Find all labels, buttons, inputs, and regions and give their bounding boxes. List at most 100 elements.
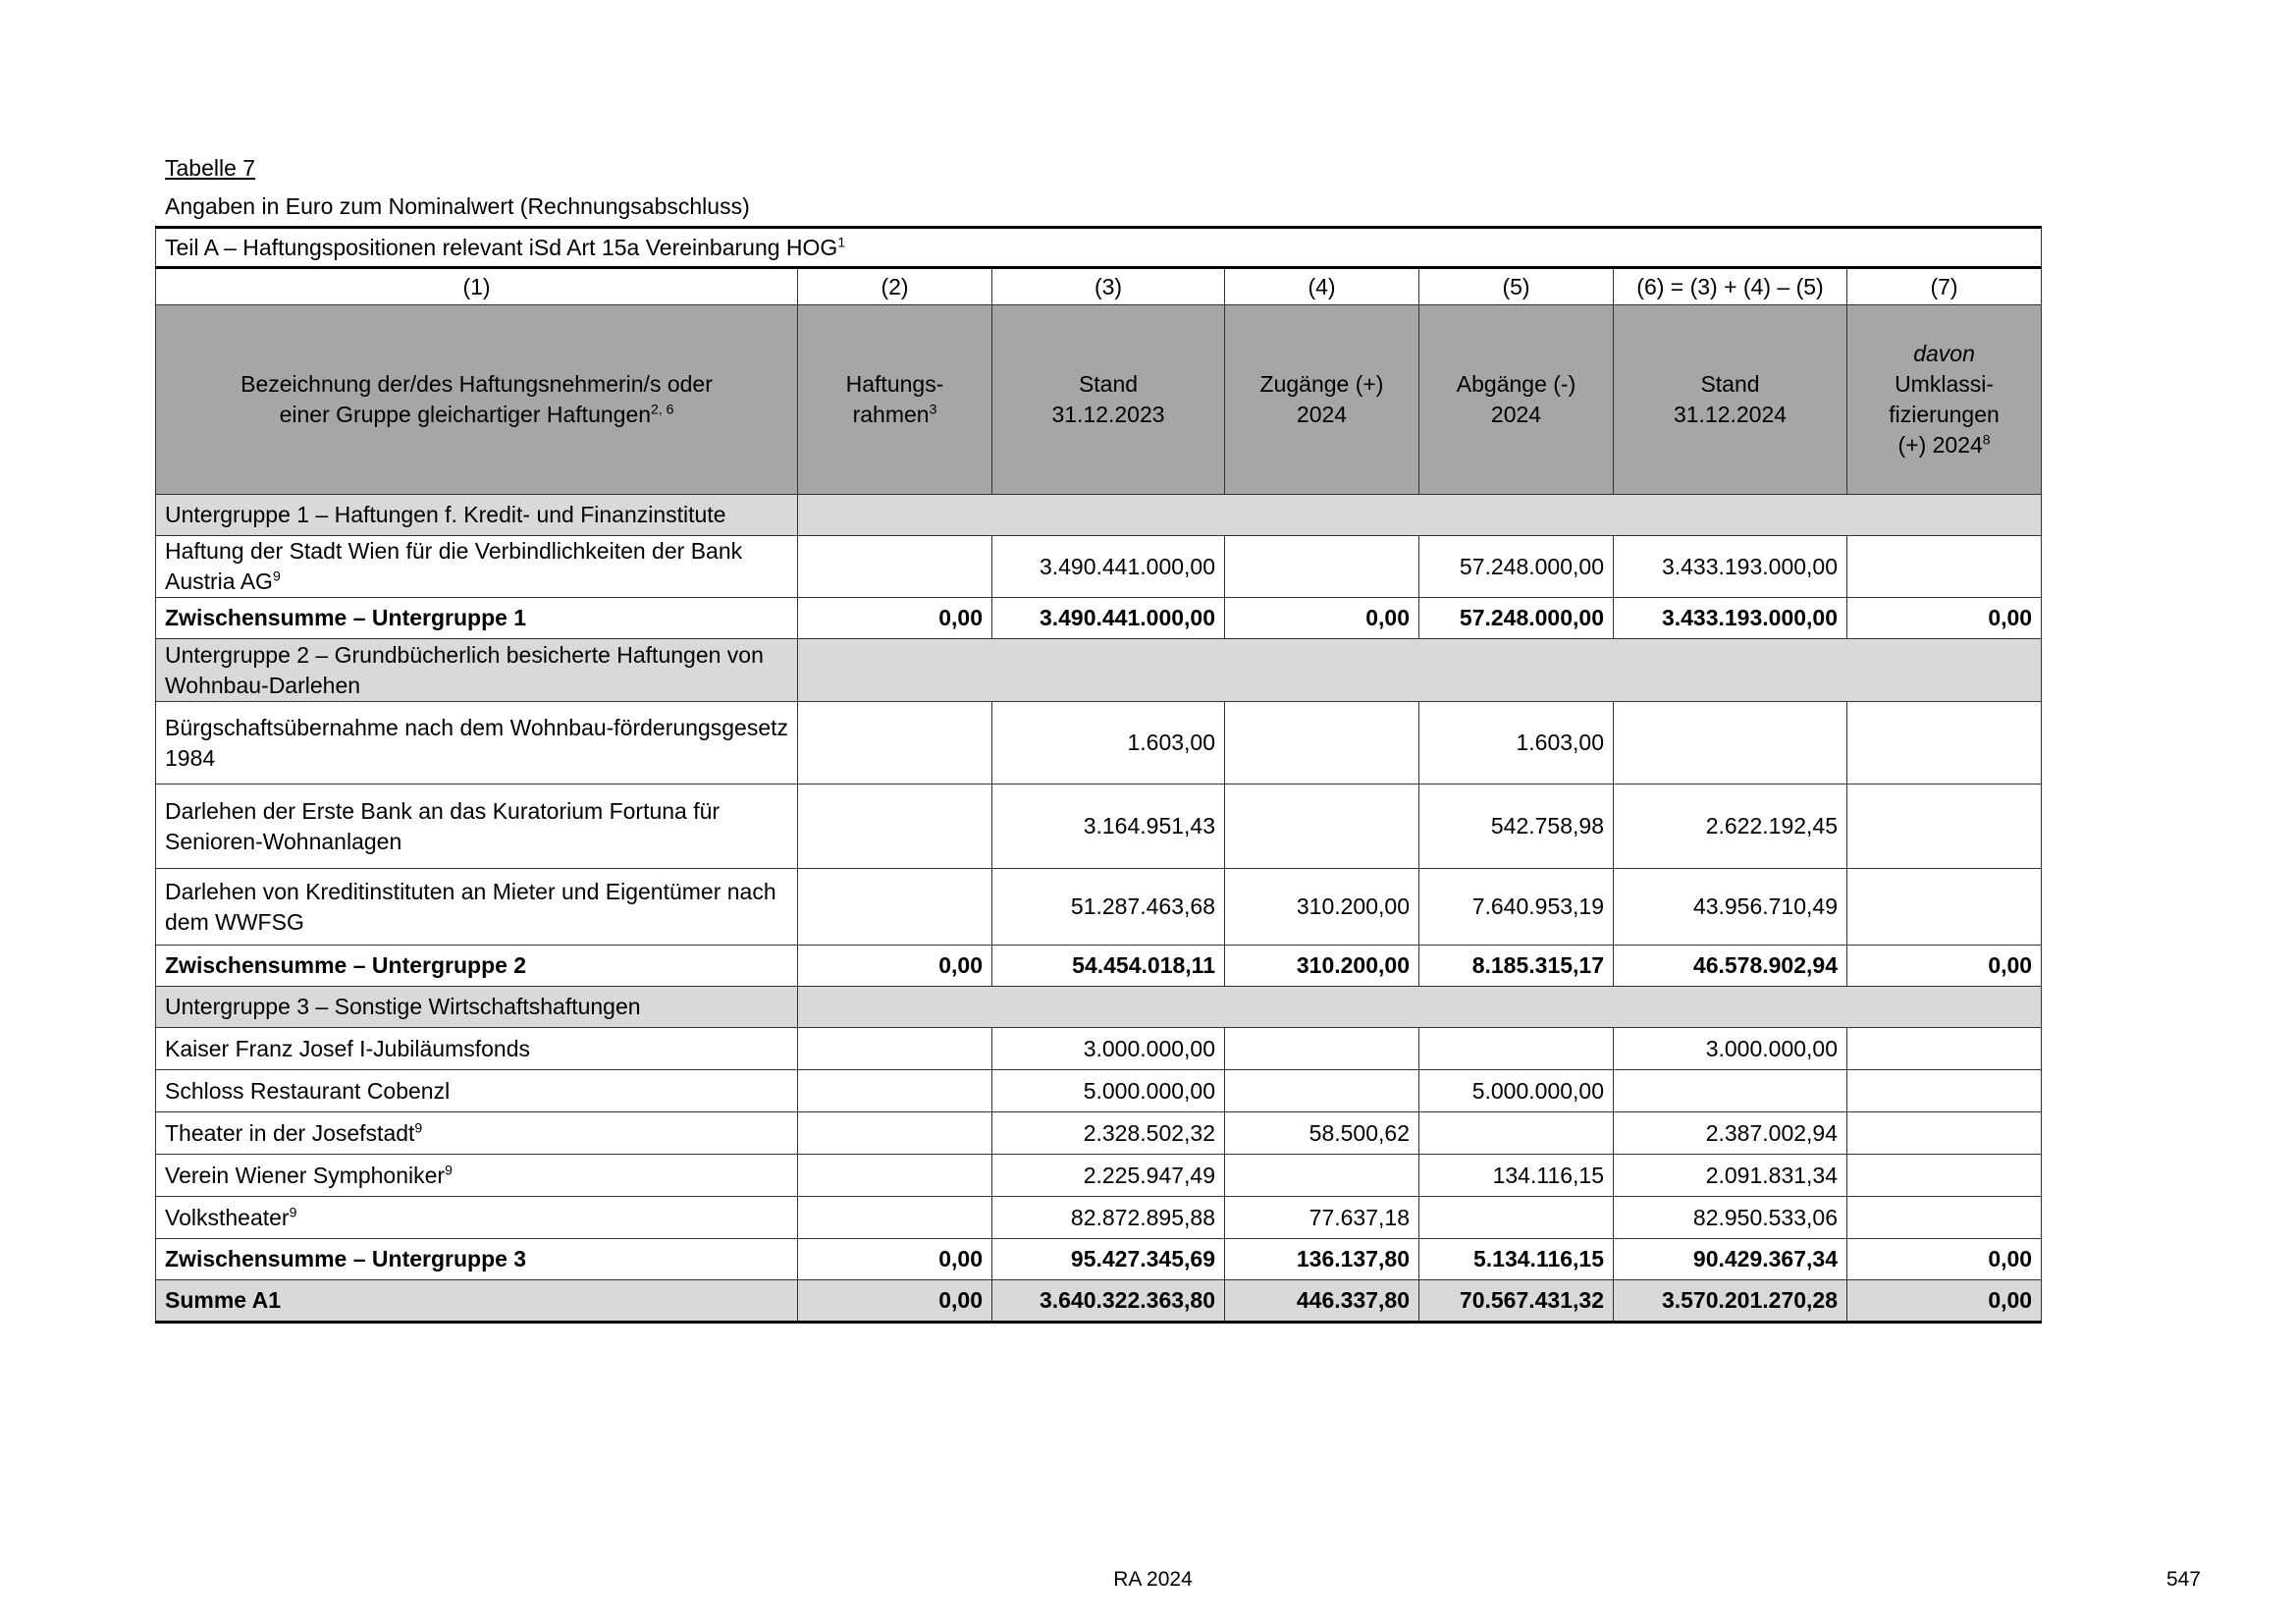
header-line: 31.12.2023: [1051, 402, 1165, 427]
value-cell: 54.454.018,11: [991, 945, 1225, 987]
row-label-text: Zwischensumme – Untergruppe 2: [165, 952, 527, 978]
header-line: fizierungen: [1889, 402, 2000, 427]
value-cell: [1845, 1154, 2043, 1197]
value-cell: [1613, 1069, 1847, 1112]
value-cell: [1845, 784, 2043, 869]
row-label-text: Summe A1: [165, 1287, 282, 1313]
row-label-text: Untergruppe 3 – Sonstige Wirtschaftshaft…: [165, 994, 641, 1019]
value-cell: 3.490.441.000,00: [991, 535, 1225, 598]
value-cell: 5.000.000,00: [1418, 1069, 1614, 1112]
header-line: Abgänge (-): [1456, 371, 1576, 397]
value-cell: 8.185.315,17: [1418, 945, 1614, 987]
value-cell: 310.200,00: [1224, 945, 1419, 987]
header-line: Stand: [1078, 371, 1139, 397]
header-line: Umklassi-: [1895, 371, 1995, 397]
row-label: Darlehen von Kreditinstituten an Mieter …: [155, 868, 798, 946]
column-header: Abgänge (-) 2024: [1418, 304, 1614, 495]
column-header: Bezeichnung der/des Haftungsnehmerin/s o…: [155, 304, 798, 495]
value-cell: 46.578.902,94: [1613, 945, 1847, 987]
value-cell: 0,00: [1845, 1238, 2043, 1280]
row-label-text: Zwischensumme – Untergruppe 1: [165, 605, 527, 630]
value-cell: 0,00: [1845, 945, 2043, 987]
row-label: Untergruppe 3 – Sonstige Wirtschaftshaft…: [155, 986, 798, 1028]
value-cell: [797, 784, 992, 869]
value-cell: [797, 535, 992, 598]
row-label: Volkstheater9: [155, 1196, 798, 1239]
column-number-row: (1) (2) (3) (4) (5) (6) = (3) + (4) – (5) (7): [155, 266, 2043, 305]
item-row: Kaiser Franz Josef I-Jubiläumsfonds 3.000…: [155, 1027, 2043, 1070]
column-number: (3): [991, 266, 1225, 305]
teil-text: Teil A – Haftungspositionen relevant iSd…: [165, 234, 838, 260]
header-line: Stand: [1700, 371, 1760, 397]
row-label: Untergruppe 1 – Haftungen f. Kredit- und…: [155, 494, 798, 536]
column-header: Stand 31.12.2023: [991, 304, 1225, 495]
header-line: Bezeichnung der/des Haftungsnehmerin/s o…: [240, 371, 713, 397]
footnote-ref: 9: [272, 568, 281, 584]
value-cell: [797, 1111, 992, 1155]
header-line: 2024: [1296, 402, 1348, 427]
row-label-text: Theater in der Josefstadt: [165, 1119, 415, 1146]
value-cell: 542.758,98: [1418, 784, 1614, 869]
value-cell: [1224, 1154, 1419, 1197]
row-label: Summe A1: [155, 1279, 798, 1324]
value-cell: [1418, 1111, 1614, 1155]
value-cell: 57.248.000,00: [1418, 535, 1614, 598]
value-cell: 446.337,80: [1224, 1279, 1419, 1324]
item-row: Haftung der Stadt Wien für die Verbindli…: [155, 535, 2043, 598]
item-row: Bürgschaftsübernahme nach dem Wohnbau-fö…: [155, 701, 2043, 784]
header-line: einer Gruppe gleichartiger Haftungen: [279, 402, 652, 427]
footnote-ref: 1: [837, 233, 846, 249]
row-label-text: Zwischensumme – Untergruppe 3: [165, 1246, 527, 1271]
value-cell: [1845, 535, 2043, 598]
value-cell: 1.603,00: [1418, 701, 1614, 784]
value-cell: 2.225.947,49: [991, 1154, 1225, 1197]
row-label: Haftung der Stadt Wien für die Verbindli…: [155, 535, 798, 598]
header-line: 31.12.2024: [1673, 402, 1788, 427]
value-cell: 1.603,00: [991, 701, 1225, 784]
row-label: Bürgschaftsübernahme nach dem Wohnbau-fö…: [155, 701, 798, 784]
row-label-text: Verein Wiener Symphoniker: [165, 1162, 446, 1188]
column-number: (6) = (3) + (4) – (5): [1613, 266, 1847, 305]
row-label-text: Kaiser Franz Josef I-Jubiläumsfonds: [165, 1035, 530, 1061]
value-cell: 2.328.502,32: [991, 1111, 1225, 1155]
value-cell: [1845, 1196, 2043, 1239]
footnote-ref: 8: [1982, 431, 1991, 448]
value-cell: 95.427.345,69: [991, 1238, 1225, 1280]
subtotal-row: Zwischensumme – Untergruppe 2 0,00 54.454.…: [155, 945, 2043, 987]
sum-row: Summe A1 0,00 3.640.322.363,80 446.337,80 70…: [155, 1279, 2043, 1324]
value-cell: [1224, 535, 1419, 598]
value-cell: 3.570.201.270,28: [1613, 1279, 1847, 1324]
header-row: Bezeichnung der/des Haftungsnehmerin/s o…: [155, 304, 2043, 495]
value-cell: 82.872.895,88: [991, 1196, 1225, 1239]
value-cell: 3.000.000,00: [991, 1027, 1225, 1070]
value-cell: 3.433.193.000,00: [1613, 597, 1847, 639]
value-cell: [1418, 1027, 1614, 1070]
value-cell: 7.640.953,19: [1418, 868, 1614, 946]
teil-heading: Teil A – Haftungspositionen relevant iSd…: [154, 226, 2043, 268]
group-fill: [796, 986, 2043, 1028]
value-cell: 2.622.192,45: [1613, 784, 1847, 869]
column-header: Haftungs-rahmen3: [797, 304, 992, 495]
subtotal-row: Zwischensumme – Untergruppe 1 0,00 3.490.4…: [155, 597, 2043, 639]
footnote-ref: 9: [289, 1203, 297, 1219]
row-label: Schloss Restaurant Cobenzl: [155, 1069, 798, 1112]
group-row: Untergruppe 1 – Haftungen f. Kredit- und…: [155, 494, 2043, 536]
value-cell: 3.640.322.363,80: [991, 1279, 1225, 1324]
item-row: Darlehen von Kreditinstituten an Mieter …: [155, 868, 2043, 946]
header-line: 2024: [1490, 402, 1542, 427]
value-cell: 90.429.367,34: [1613, 1238, 1847, 1280]
header-line: (+) 2024: [1897, 432, 1983, 458]
row-label: Untergruppe 2 – Grundbücherlich besicher…: [155, 638, 798, 702]
item-row: Darlehen der Erste Bank an das Kuratoriu…: [155, 784, 2043, 869]
teil-row: Teil A – Haftungspositionen relevant iSd…: [154, 226, 2043, 268]
row-label-text: Darlehen von Kreditinstituten an Mieter …: [165, 878, 776, 935]
row-label-text: Bürgschaftsübernahme nach dem Wohnbau-fö…: [165, 714, 789, 771]
value-cell: [797, 701, 992, 784]
row-label-text: Volkstheater: [165, 1204, 290, 1230]
row-label: Verein Wiener Symphoniker9: [155, 1154, 798, 1197]
value-cell: 3.433.193.000,00: [1613, 535, 1847, 598]
value-cell: 2.091.831,34: [1613, 1154, 1847, 1197]
group-fill: [796, 494, 2043, 536]
value-cell: [797, 1069, 992, 1112]
value-cell: 310.200,00: [1224, 868, 1419, 946]
